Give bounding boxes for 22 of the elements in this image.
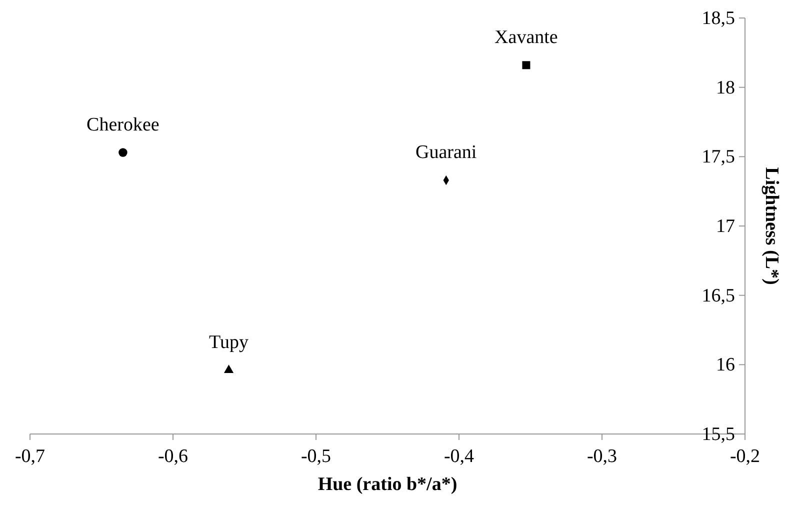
series-label: Tupy xyxy=(209,332,249,354)
y-tick-label: 17 xyxy=(716,216,735,237)
x-axis-title: Hue (ratio b*/a*) xyxy=(318,474,458,495)
point xyxy=(522,61,530,70)
x-tick-label: -0,7 xyxy=(14,446,46,467)
series-label: Xavante xyxy=(494,27,558,48)
y-tick-label: 15,5 xyxy=(702,424,735,445)
x-tick-label: -0,3 xyxy=(586,446,618,467)
x-tick-label: -0,2 xyxy=(730,446,760,467)
point xyxy=(118,148,128,157)
y-tick-label: 16 xyxy=(716,354,735,376)
x-tick-label: -0,5 xyxy=(300,446,332,467)
y-tick-label: 17,5 xyxy=(702,146,735,168)
series-label: Cherokee xyxy=(86,114,160,136)
point xyxy=(224,364,234,373)
x-tick-label: -0,4 xyxy=(444,446,475,467)
y-tick-label: 16,5 xyxy=(702,285,735,306)
y-tick-label: 18 xyxy=(716,77,735,98)
y-tick-label: 18,5 xyxy=(702,8,735,29)
y-axis-title: Lightness (L*) xyxy=(761,167,782,285)
x-tick-label: -0,6 xyxy=(158,446,188,467)
series-label: Guarani xyxy=(416,142,477,164)
